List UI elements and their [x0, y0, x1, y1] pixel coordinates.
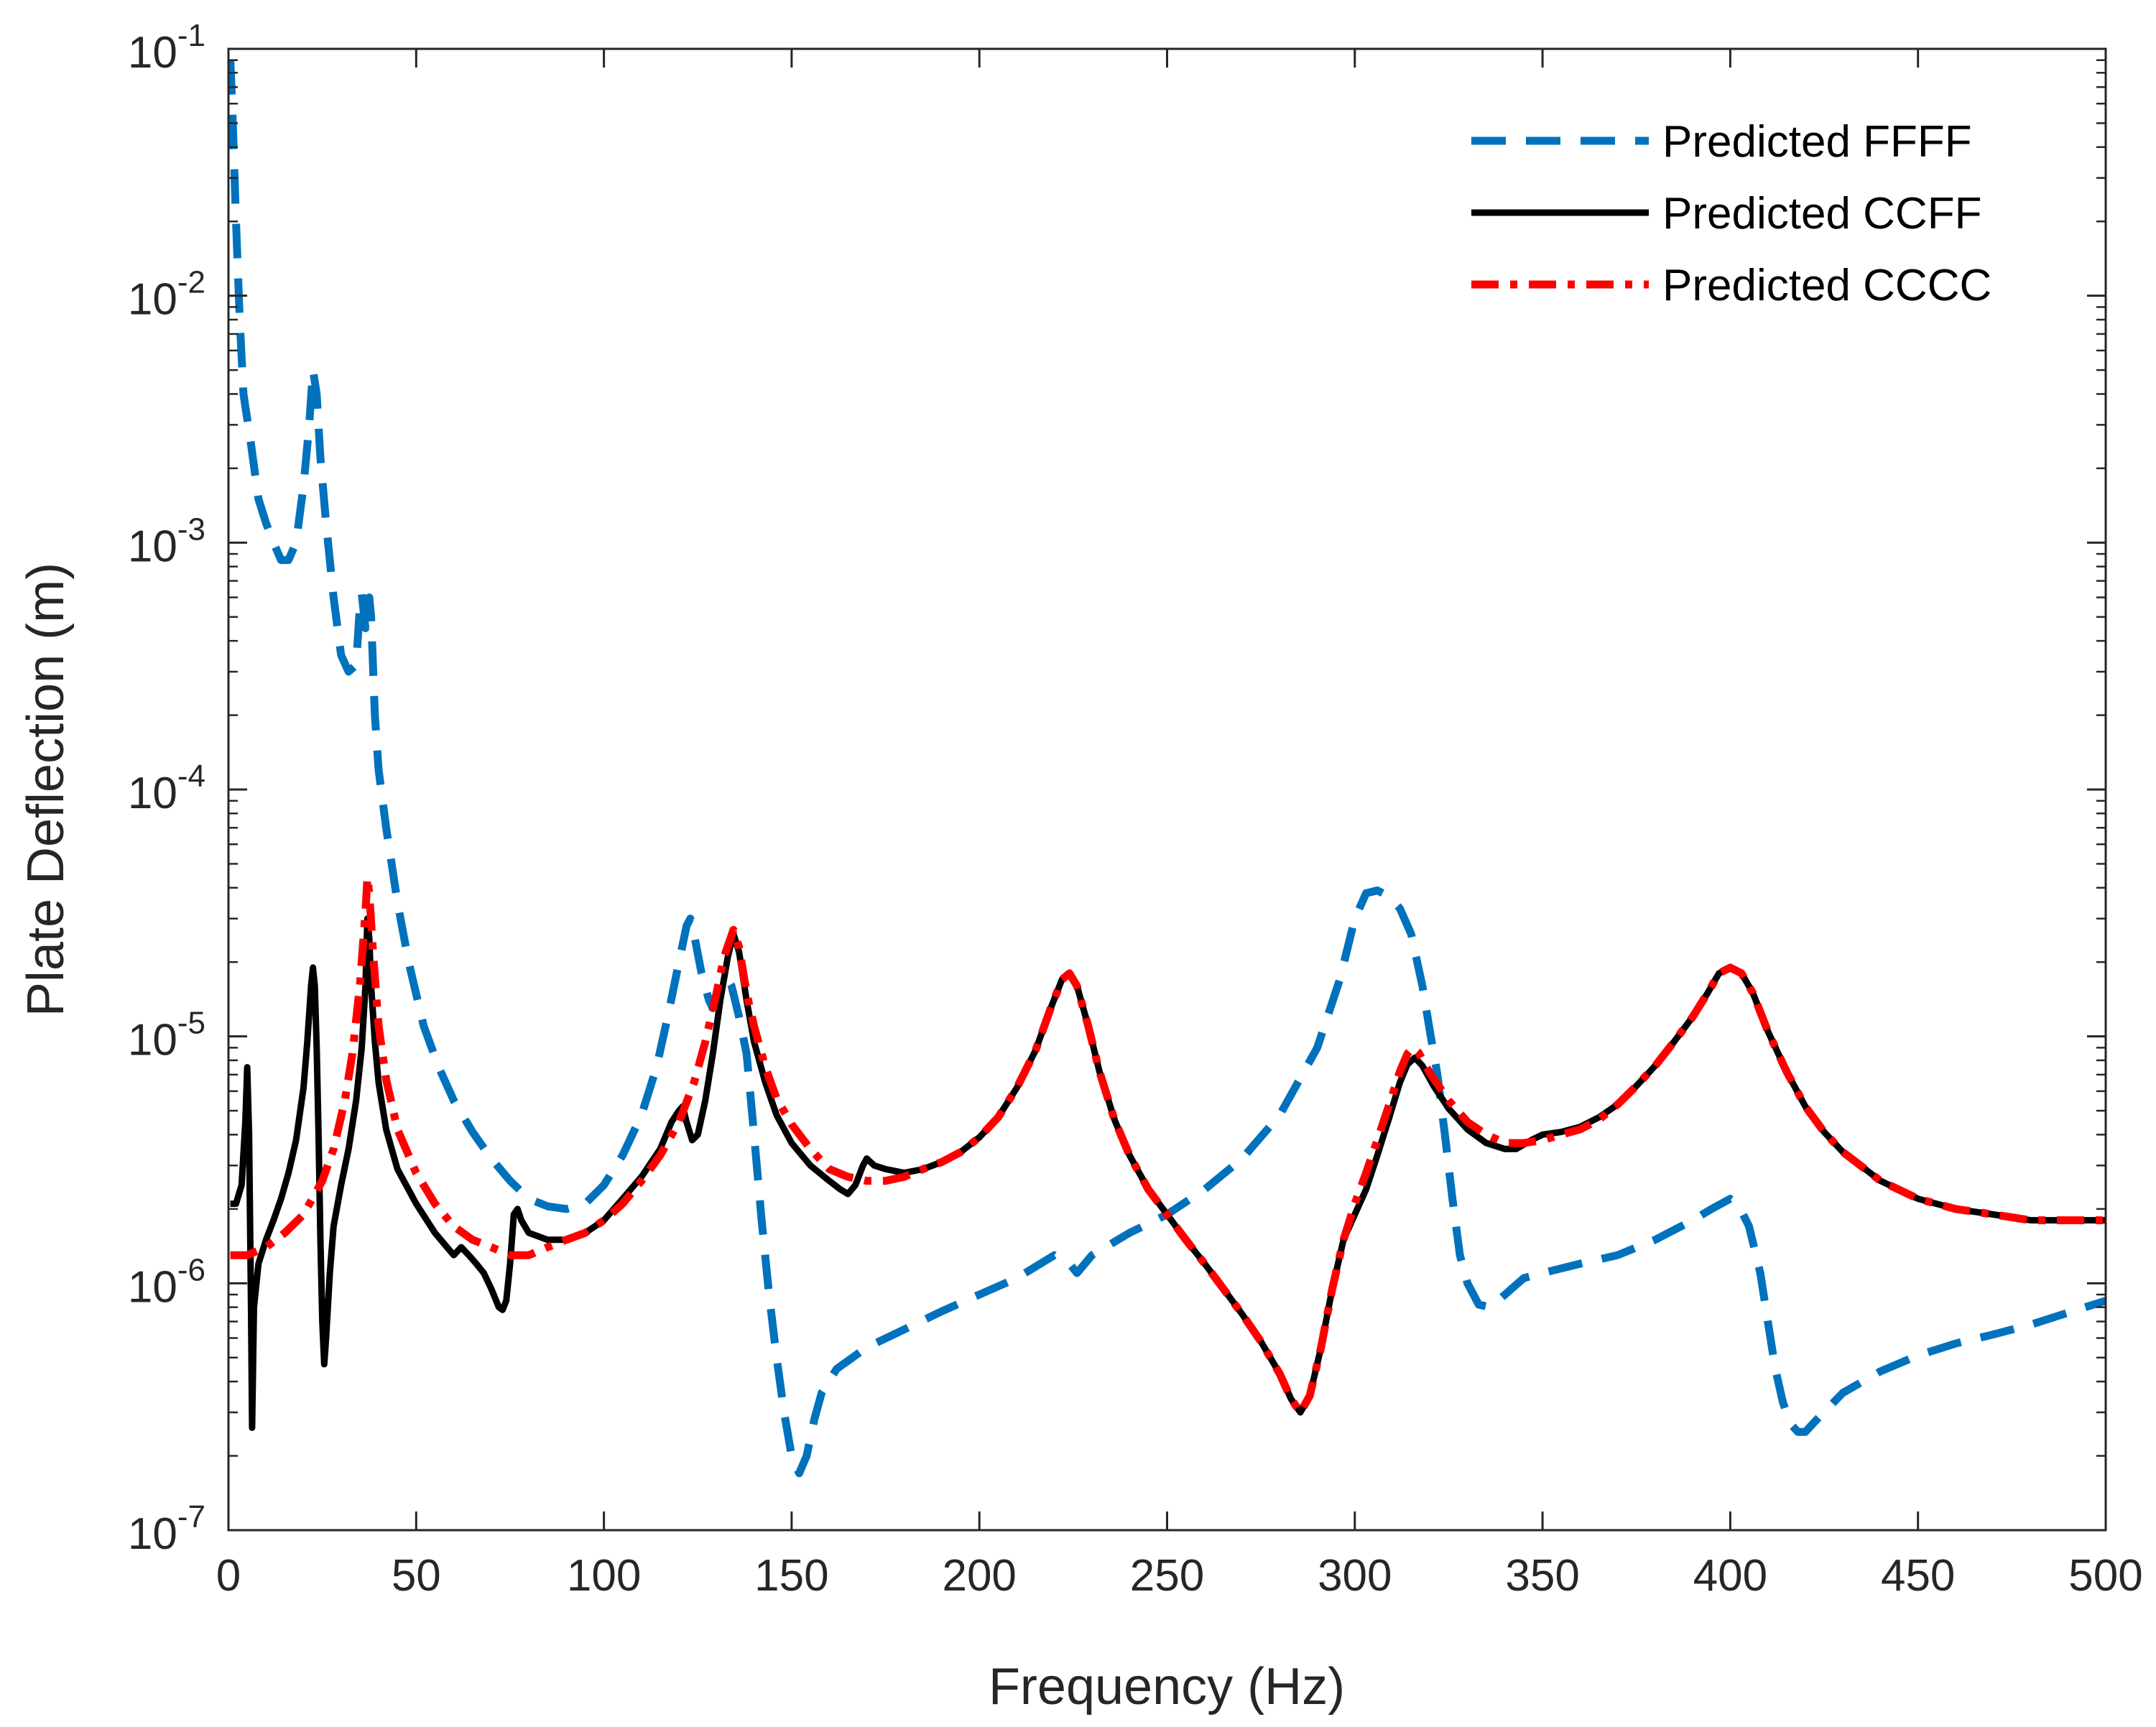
y-tick-label-exponent: -3 — [177, 511, 205, 547]
x-tick-label: 250 — [1130, 1551, 1204, 1601]
x-tick-labels: 0 50 100 150 200 250 300 350 400 450 500 — [216, 1551, 2143, 1601]
y-tick-label: 10-3 — [128, 511, 205, 571]
y-tick-labels: 10-710-610-510-410-310-210-1 — [128, 18, 205, 1559]
y-tick-label-base: 10 — [128, 1509, 177, 1559]
legend-label: Predicted CCCC — [1662, 261, 1991, 310]
x-tick-label: 350 — [1505, 1551, 1579, 1601]
x-tick-label: 50 — [392, 1551, 441, 1601]
y-tick-label: 10-5 — [128, 1006, 205, 1065]
y-tick-label-exponent: -4 — [177, 759, 205, 794]
y-tick-label-base: 10 — [128, 275, 177, 325]
y-tick-label-base: 10 — [128, 1262, 177, 1312]
series-layer — [228, 60, 2106, 1478]
y-axis-label: Plate Deflection (m) — [17, 562, 75, 1017]
legend-label: Predicted CCFF — [1662, 189, 1981, 239]
y-tick-label: 10-6 — [128, 1252, 205, 1312]
y-tick-label-exponent: -5 — [177, 1006, 205, 1041]
y-tick-label-exponent: -7 — [177, 1499, 205, 1534]
plot-frame — [227, 47, 2107, 1532]
x-tick-label: 500 — [2068, 1551, 2142, 1601]
legend: Predicted FFFF Predicted CCFF Predicted CC… — [1471, 117, 1991, 310]
y-tick-label-exponent: -1 — [177, 18, 205, 53]
x-axis-label: Frequency (Hz) — [989, 1658, 1345, 1716]
y-tick-label-base: 10 — [128, 1016, 177, 1065]
y-tick-label: 10-7 — [128, 1499, 205, 1559]
x-tick-label: 450 — [1881, 1551, 1955, 1601]
x-tick-label: 0 — [216, 1551, 241, 1601]
y-tick-label-base: 10 — [128, 28, 177, 78]
series-line-predicted-ffff — [228, 60, 2106, 1478]
y-tick-label-base: 10 — [128, 522, 177, 571]
y-tick-label-exponent: -6 — [177, 1252, 205, 1287]
legend-label: Predicted FFFF — [1662, 117, 1972, 167]
y-tick-label: 10-1 — [128, 18, 205, 78]
y-tick-label: 10-2 — [128, 265, 205, 325]
x-tick-label: 200 — [942, 1551, 1016, 1601]
x-tick-label: 100 — [567, 1551, 641, 1601]
y-tick-label: 10-4 — [128, 759, 205, 818]
x-tick-label: 400 — [1693, 1551, 1767, 1601]
x-tick-label: 150 — [754, 1551, 828, 1601]
x-tick-label: 300 — [1318, 1551, 1392, 1601]
series-line-predicted-cccc — [230, 874, 2106, 1417]
y-tick-label-exponent: -2 — [177, 265, 205, 300]
y-tick-label-base: 10 — [128, 769, 177, 818]
